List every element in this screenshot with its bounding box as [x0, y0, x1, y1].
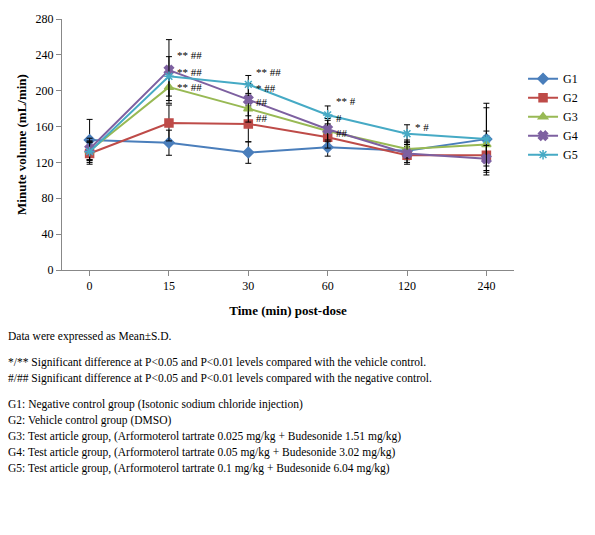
svg-text:40: 40: [42, 227, 54, 241]
svg-text:##: ##: [256, 96, 268, 108]
html-text:G3: Test article group, (Arfor: G3: Test article group, (Arformoterol ta…: [8, 430, 402, 442]
svg-text:** ##: ** ##: [177, 49, 202, 61]
html-text:G2: Vehicle control group (DMS: G2: Vehicle control group (DMSO): [8, 414, 172, 426]
svg-text:G3: G3: [563, 110, 578, 124]
svg-text:0: 0: [48, 263, 54, 277]
html-text:G5: Test article group, (Arfor: G5: Test article group, (Arformoterol ta…: [8, 462, 390, 474]
svg-text:** ##: ** ##: [177, 66, 202, 78]
svg-text:* ##: * ##: [256, 82, 276, 94]
svg-text:120: 120: [36, 156, 54, 170]
svg-text:240: 240: [36, 48, 54, 62]
svg-text:60: 60: [322, 279, 334, 293]
html-text:G4: Test article group, (Arfor: G4: Test article group, (Arformoterol ta…: [8, 446, 396, 458]
html-text:*/** Significant difference at: */** Significant difference at P<0.05 an…: [8, 356, 426, 368]
svg-text:Time (min) post-dose: Time (min) post-dose: [229, 303, 347, 318]
svg-text:** #: ** #: [336, 95, 356, 107]
svg-text:* #: * #: [415, 121, 429, 133]
svg-text:Minute volume (mL/min): Minute volume (mL/min): [14, 74, 29, 215]
html-text:Data were expressed as Mean±S.: Data were expressed as Mean±S.D.: [8, 330, 172, 342]
svg-text:240: 240: [477, 279, 495, 293]
svg-text:280: 280: [36, 12, 54, 26]
html-text:G1: Negative control group (Is: G1: Negative control group (Isotonic sod…: [8, 398, 303, 410]
svg-text:30: 30: [242, 279, 254, 293]
svg-text:G1: G1: [563, 72, 578, 86]
svg-text:160: 160: [36, 120, 54, 134]
svg-text:** ##: ** ##: [256, 66, 281, 78]
svg-text:0: 0: [87, 279, 93, 293]
svg-text:##: ##: [256, 112, 268, 124]
svg-text:#: #: [336, 112, 342, 124]
svg-text:80: 80: [42, 191, 54, 205]
svg-text:200: 200: [36, 84, 54, 98]
svg-text:G2: G2: [563, 91, 578, 105]
svg-text:120: 120: [398, 279, 416, 293]
svg-text:15: 15: [163, 279, 175, 293]
html-text:#/## Significant difference at: #/## Significant difference at P<0.05 an…: [8, 372, 432, 384]
svg-text:G5: G5: [563, 148, 578, 162]
svg-text:##: ##: [336, 127, 348, 139]
svg-text:G4: G4: [563, 129, 578, 143]
svg-text:** ##: ** ##: [177, 81, 202, 93]
